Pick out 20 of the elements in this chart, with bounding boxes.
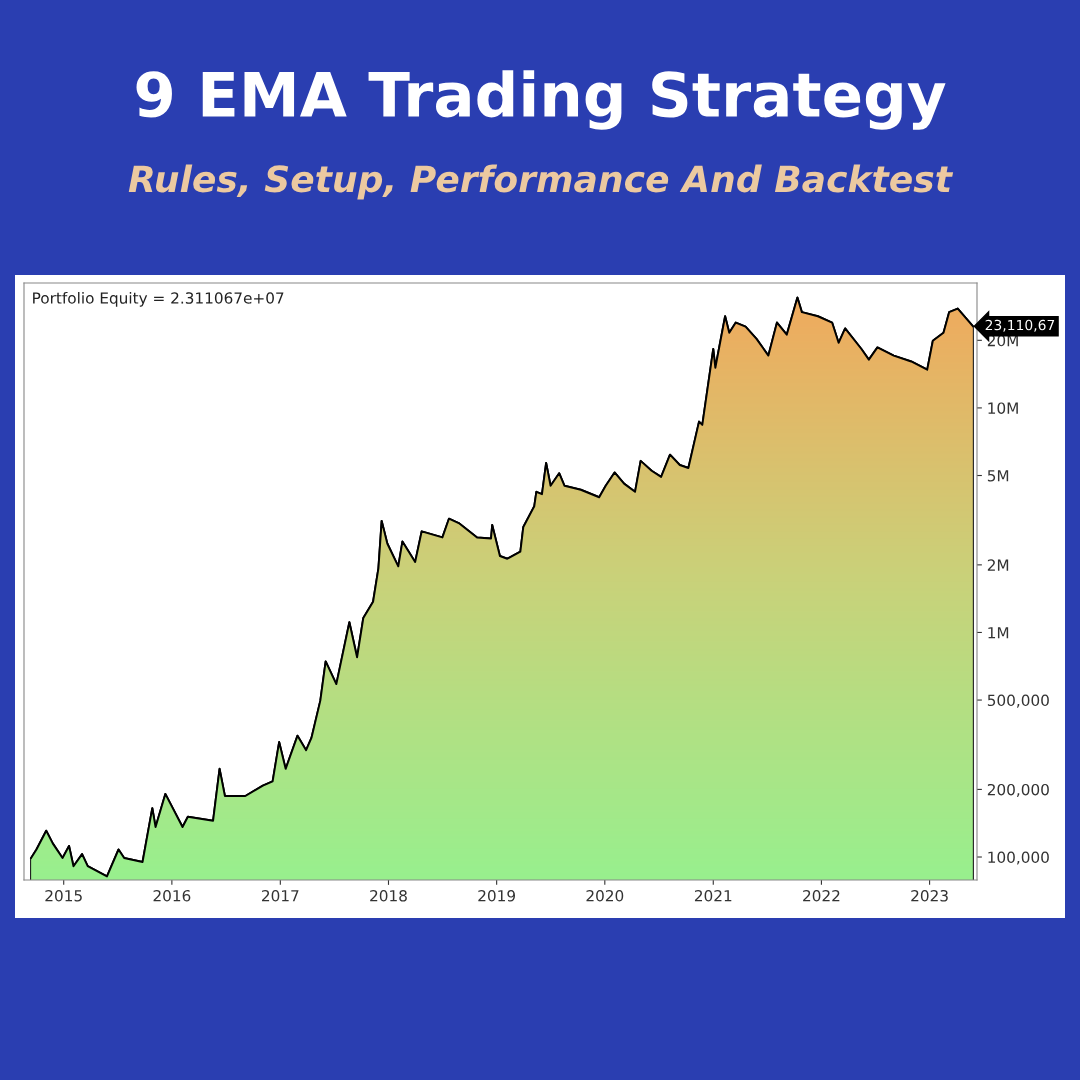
- x-tick-label: 2019: [478, 889, 516, 902]
- x-tick-label: 2021: [694, 889, 732, 902]
- x-tick-label: 2022: [803, 889, 840, 902]
- y-tick-label: 10M: [988, 402, 1018, 414]
- x-tick-label: 2016: [153, 889, 191, 902]
- y-tick-label: 100,000: [988, 851, 1049, 865]
- x-tick-label: 2017: [262, 889, 299, 902]
- annotation: Portfolio Equity = 2.311067e+07: [33, 291, 284, 307]
- y-tick-label: 500,000: [987, 694, 1049, 708]
- y-tick-label: 200,000: [987, 783, 1049, 797]
- x-tick-label: 2020: [586, 889, 624, 902]
- annotation: 23,110,67: [985, 319, 1055, 332]
- y-tick-label: 1M: [988, 627, 1009, 639]
- x-tick-label: 2018: [370, 889, 407, 902]
- y-tick-label: 5M: [987, 470, 1009, 482]
- x-tick-label: 2015: [45, 889, 82, 902]
- x-tick-label: 2023: [911, 889, 948, 902]
- y-tick-label: 2M: [987, 559, 1009, 571]
- chart-subtitle: Rules, Setup, Performance And Backtest: [128, 164, 954, 200]
- chart-title: 9 EMA Trading Strategy: [136, 70, 946, 130]
